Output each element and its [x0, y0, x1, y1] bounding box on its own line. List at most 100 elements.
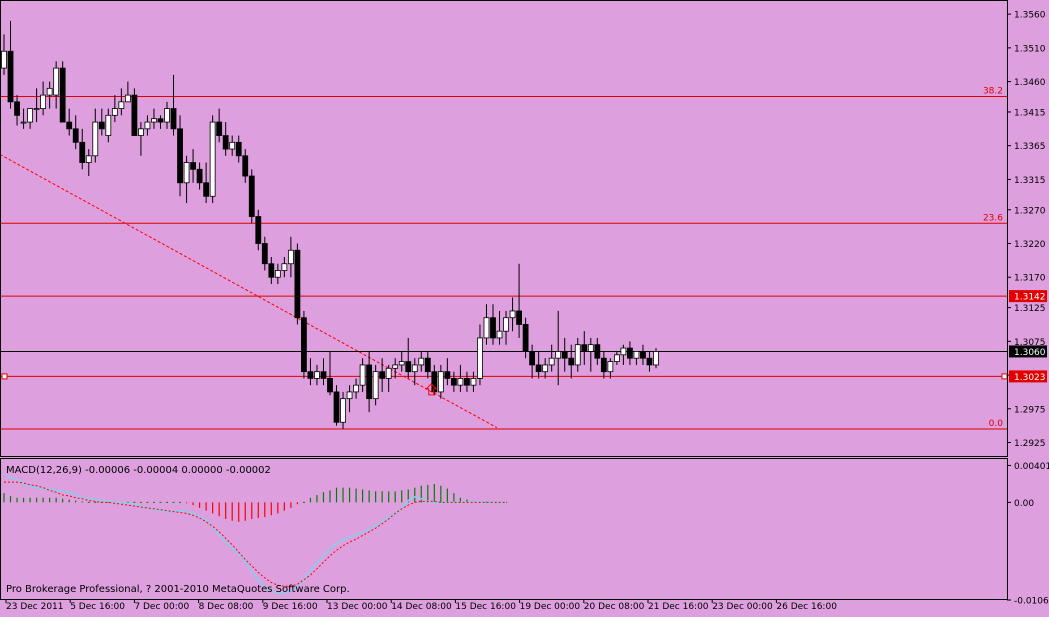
candle-body [491, 318, 496, 338]
candle-body [627, 348, 632, 358]
candle-body [132, 95, 137, 135]
candle-body [425, 358, 430, 371]
candle-body [614, 355, 619, 362]
macd-tick-label: 0.00 [1014, 499, 1034, 509]
price-level-tag-label: 1.3142 [1014, 293, 1046, 303]
candle-body [138, 129, 143, 136]
candle-body [99, 122, 104, 129]
candle-body [106, 115, 111, 135]
candle-body [41, 95, 46, 108]
price-tick-label: 1.3315 [1014, 176, 1046, 186]
candle-body [8, 51, 13, 102]
candle-body [262, 244, 267, 264]
candle-body [406, 362, 411, 372]
candle-body [112, 109, 117, 116]
candle-body [256, 217, 261, 244]
x-tick-label: 9 Dec 16:00 [263, 602, 318, 612]
candle-body [321, 372, 326, 379]
x-tick-label: 8 Dec 08:00 [199, 602, 254, 612]
candle-body [464, 378, 469, 385]
x-tick-label: 15 Dec 16:00 [455, 602, 516, 612]
fib-level-label: 0.0 [989, 419, 1004, 429]
macd-tick-label: -0.0106 [1014, 597, 1049, 607]
price-tick-label: 1.3460 [1014, 78, 1046, 88]
candle-body [360, 365, 365, 385]
candle-body [536, 365, 541, 372]
x-tick-label: 5 Dec 16:00 [70, 602, 125, 612]
price-tick-label: 1.3415 [1014, 108, 1046, 118]
candle-body [60, 68, 65, 122]
candle-body [562, 351, 567, 358]
candle-body [178, 129, 183, 183]
candle-body [249, 176, 254, 216]
price-tick-label: 1.3365 [1014, 142, 1046, 152]
candle-body [314, 372, 319, 379]
candle-body [269, 264, 274, 277]
candle-body [569, 358, 574, 365]
candle-body [608, 362, 613, 372]
candle-body [184, 163, 189, 183]
fib-level-label: 38.2 [983, 86, 1003, 96]
candle-body [243, 156, 248, 176]
price-tick-label: 1.3220 [1014, 240, 1046, 250]
candle-body [523, 324, 528, 351]
x-tick-label: 13 Dec 00:00 [327, 602, 388, 612]
candle-body [373, 372, 378, 399]
candle-body [204, 183, 209, 196]
candle-body [380, 372, 385, 379]
price-tick-label: 1.3270 [1014, 206, 1046, 216]
candle-body [230, 142, 235, 149]
price-tick-label: 1.3170 [1014, 274, 1046, 284]
x-tick-label: 19 Dec 00:00 [520, 602, 581, 612]
candle-body [634, 351, 639, 358]
candle-body [334, 392, 339, 422]
candle-body [73, 129, 78, 142]
candle-body [47, 88, 52, 95]
candle-body [2, 51, 7, 68]
price-level-tag-label: 1.3060 [1014, 348, 1046, 358]
candle-body [517, 311, 522, 324]
candle-body [543, 365, 548, 372]
price-panel: 38.223.60.0 [0, 21, 1007, 429]
candle-body [497, 331, 502, 338]
x-tick-label: 14 Dec 08:00 [391, 602, 452, 612]
price-level-tag-label: 1.3023 [1014, 373, 1046, 383]
level-handle-left [2, 374, 7, 379]
candle-body [386, 368, 391, 378]
copyright-notice: Pro Brokerage Professional, ? 2001-2010 … [6, 584, 350, 595]
price-tick-label: 1.3560 [1014, 11, 1046, 21]
macd-tick-label: 0.00401 [1014, 462, 1049, 472]
price-tick-label: 1.3510 [1014, 44, 1046, 54]
candle-body [393, 365, 398, 368]
candle-body [654, 351, 659, 364]
candle-body [477, 338, 482, 378]
macd-panel-frame [1, 459, 1008, 600]
candle-body [530, 351, 535, 364]
candle-body [458, 378, 463, 385]
candle-body [510, 311, 515, 318]
candle-body [621, 348, 626, 355]
candle-body [354, 385, 359, 392]
x-tick-label: 26 Dec 16:00 [776, 602, 837, 612]
price-tick-label: 1.2925 [1014, 439, 1046, 449]
candle-body [588, 345, 593, 352]
x-tick-label: 20 Dec 08:00 [584, 602, 645, 612]
candle-body [451, 378, 456, 385]
candle-body [34, 109, 39, 110]
candle-body [399, 362, 404, 365]
x-tick-label: 7 Dec 00:00 [134, 602, 189, 612]
candle-body [80, 142, 85, 162]
candle-body [151, 119, 156, 122]
candle-body [341, 399, 346, 423]
candle-body [595, 345, 600, 358]
candle-body [145, 122, 150, 129]
candle-body [165, 109, 170, 122]
candle-body [28, 109, 33, 122]
candle-body [210, 122, 215, 196]
x-tick-label: 23 Dec 2011 [6, 602, 64, 612]
candle-body [419, 358, 424, 365]
candle-body [197, 169, 202, 182]
candle-body [471, 378, 476, 385]
